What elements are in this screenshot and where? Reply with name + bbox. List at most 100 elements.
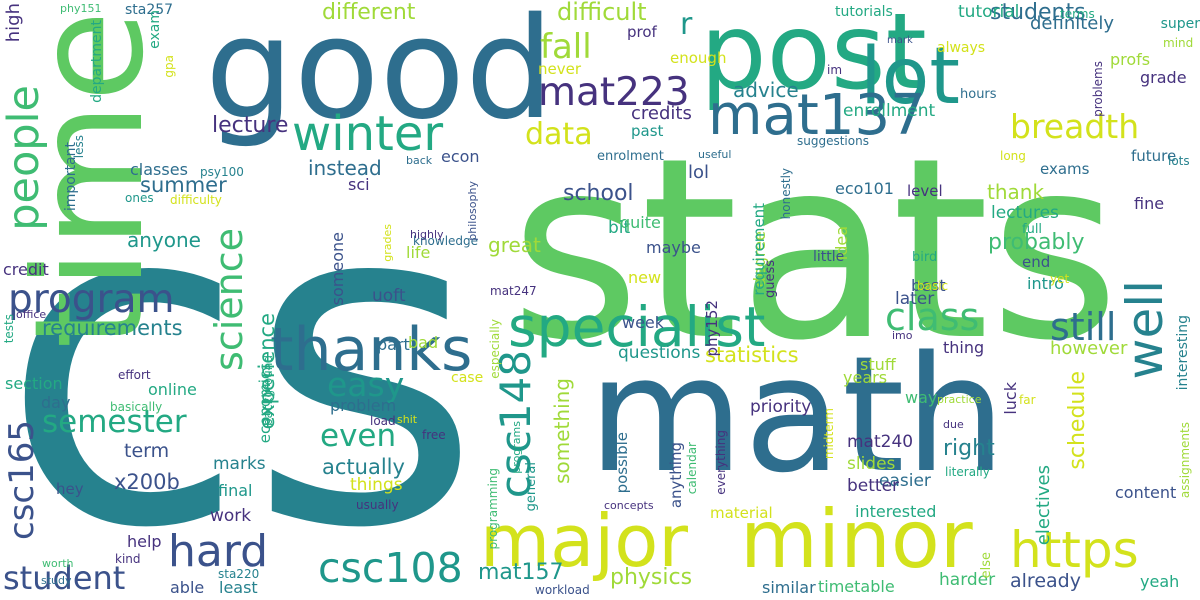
word-students: students [990,0,1086,25]
word-csc108: csc108 [318,544,463,592]
word-work: work [210,506,252,526]
word-thanks: thanks [270,315,473,385]
word-usually: usually [356,498,399,512]
word-data: data [525,117,593,152]
word-case: case [451,370,484,386]
word-major: major [480,499,688,583]
word-online: online [148,380,197,399]
word-lots: lots [1168,154,1190,168]
word-terms: terms [1060,7,1095,21]
word-yet: yet [1050,272,1070,286]
word-easier: easier [879,471,931,491]
word-sta220: sta220 [218,567,260,581]
word-school: school [563,181,634,206]
word-grade: grade [1140,68,1187,87]
word-worth: worth [42,557,74,570]
word-suggestions: suggestions [797,134,869,148]
word-prof: prof [627,23,657,41]
word-mind: mind [1163,36,1194,50]
word-mat247: mat247 [490,284,537,298]
word-credit: credit [3,260,49,279]
word-bad: bad [408,333,439,352]
word-exams: exams [1040,160,1090,178]
word-long: long [1000,149,1026,163]
word-good: good [205,0,555,151]
word-phy152: phy152 [703,300,721,357]
word-fine: fine [1134,194,1165,213]
word-yeah: yeah [1140,572,1180,591]
word-past: past [631,122,664,140]
word-level: level [907,182,943,200]
word-post: post [700,0,927,113]
word-hey: hey [56,480,84,498]
word-sci: sci [348,175,370,194]
word-difficulty: difficulty [170,193,222,207]
word-programming: programming [486,468,500,550]
word-already: already [1010,570,1081,592]
word-mat157: mat157 [478,560,564,585]
word-lol: lol [688,162,710,183]
word-thank: thank [987,180,1045,204]
word-shit: shit [397,413,418,426]
word-slides: slides [847,454,896,474]
word-highly: highly [410,228,444,241]
word-harder: harder [939,570,996,590]
word-requirements: requirements [42,316,183,340]
word-different: different [322,0,416,25]
word-super: super [1160,16,1200,32]
word-stats: stats [510,104,1120,395]
word-probably: probably [988,230,1085,255]
word-free: free [422,428,446,442]
word-exam: exam [147,10,163,49]
word-summer: summer [140,173,227,197]
word-midterm: midterm [822,408,836,460]
word-guess: guess [763,260,778,299]
word-fall: fall [540,27,592,67]
word-science: science [207,228,251,371]
word-never: never [538,60,582,78]
word-people: people [0,85,49,231]
word-interested: interested [855,502,937,521]
word-able: able [170,578,205,597]
word-week: week [622,313,665,332]
word-material: material [710,504,773,522]
word-better: better [847,476,900,496]
word-content: content [1115,483,1177,502]
word-calendar: calendar [685,442,699,495]
word-enrolment: enrolment [597,149,664,164]
word-later: later [895,289,935,309]
word-enough: enough [670,49,727,67]
word-end: end [1022,253,1051,271]
word-assignments: assignments [1178,422,1192,499]
word-tutorial: tutorial [958,2,1020,22]
word-definitely: definitely [1030,13,1115,34]
word-maybe: maybe [646,238,701,257]
word-statistics: statistics [705,343,799,367]
word-else: else [979,552,994,579]
word-bird: bird [912,250,938,265]
word-easy: easy [327,365,405,404]
word-class: class [885,295,980,339]
word-hard: hard [168,526,269,577]
word-sta257: sta257 [125,2,174,18]
word-https: https [1010,521,1139,579]
word-background: background [261,355,275,426]
word-mat223: mat223 [538,70,690,115]
word-tests: tests [2,314,16,344]
word-advice: advice [733,78,799,102]
word-difficult: difficult [557,0,647,26]
word-future: future [1131,147,1177,165]
word-far: far [1019,393,1036,407]
word-study: study [41,574,72,587]
word-part: part [377,335,410,354]
word-tutorials: tutorials [835,4,893,20]
word-electives: electives [1033,465,1054,546]
word-lecture: lecture [212,113,289,138]
word-psy100: psy100 [200,165,244,179]
word-workload: workload [535,583,590,597]
word-interesting: interesting [1175,315,1191,391]
word-hours: hours [960,87,997,102]
word-eco101: eco101 [835,179,894,198]
word-day: day [41,393,71,412]
